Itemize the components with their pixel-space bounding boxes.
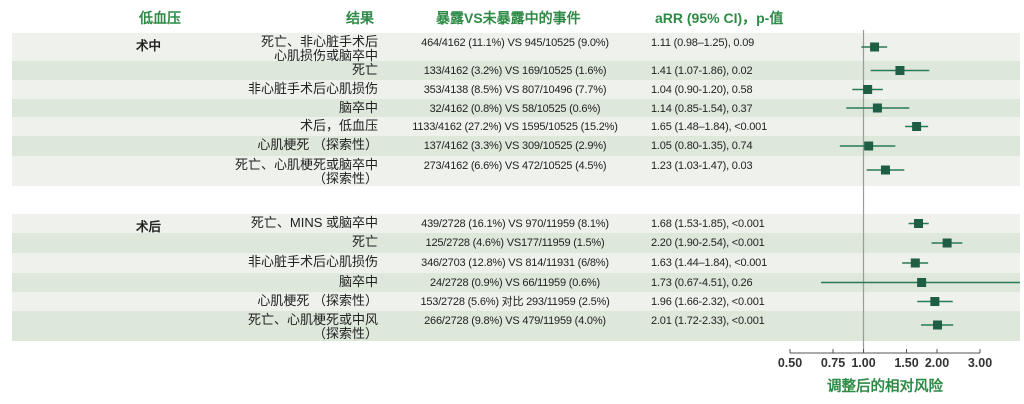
table-row	[12, 233, 1020, 253]
arr-value: 1.63 (1.44–1.84), <0.001	[651, 257, 767, 269]
table-row	[12, 99, 1020, 117]
header-outcome: 结果	[346, 10, 374, 26]
outcome-label: 死亡	[158, 63, 378, 77]
outcome-label: 心肌梗死 （探索性）	[158, 294, 378, 308]
x-axis-label: 调整后的相对风险	[827, 377, 943, 395]
arr-value: 1.68 (1.53-1.85), <0.001	[651, 218, 765, 230]
x-tick-label: 3.00	[968, 356, 992, 370]
outcome-line: 非心脏手术后心肌损伤	[247, 254, 378, 269]
table-row	[12, 156, 1020, 186]
table-row	[12, 214, 1020, 233]
outcome-label: 脑卒中	[158, 275, 378, 289]
outcome-label: 非心脏手术后心肌损伤	[158, 82, 378, 96]
table-row	[12, 117, 1020, 136]
event-counts: 153/2728 (5.6%) 对比 293/11959 (2.5%)	[420, 296, 610, 308]
table-row	[12, 273, 1020, 292]
event-counts: 266/2728 (9.8%) VS 479/11959 (4.0%)	[424, 315, 606, 327]
estimate-marker	[880, 165, 890, 175]
estimate-marker	[863, 85, 873, 94]
outcome-line: 死亡、心肌梗死或中风	[247, 312, 378, 327]
arr-value: 1.41 (1.07-1.86), 0.02	[651, 65, 753, 77]
table-row	[12, 136, 1020, 156]
outcome-label: 死亡、心肌梗死或中风 （探索性）	[158, 313, 378, 341]
x-tick-label: 1.50	[894, 356, 918, 370]
arr-value: 1.04 (0.90-1.20), 0.58	[651, 84, 753, 96]
estimate-marker	[872, 103, 882, 113]
table-row	[12, 311, 1020, 341]
outcome-line: 脑卒中	[338, 274, 378, 289]
arr-value: 1.14 (0.85-1.54), 0.37	[651, 103, 753, 115]
x-tick-label: 0.75	[821, 356, 845, 370]
estimate-marker	[933, 320, 943, 330]
outcome-line: 死亡	[351, 62, 378, 77]
event-counts: 439/2728 (16.1%) VS 970/11959 (8.1%)	[421, 218, 609, 230]
event-counts: 137/4162 (3.3%) VS 309/10525 (2.9%)	[423, 140, 607, 152]
table-row	[12, 80, 1020, 99]
arr-value: 1.11 (0.98–1.25), 0.09	[651, 37, 755, 49]
event-counts: 133/4162 (3.2%) VS 169/10525 (1.6%)	[423, 65, 607, 77]
outcome-line: 死亡、心肌梗死或脑卒中	[234, 157, 378, 172]
header-counts: 暴露VS未暴露中的事件	[436, 10, 581, 26]
event-counts: 273/4162 (6.6%) VS 472/10525 (4.5%)	[423, 160, 607, 172]
group-label: 术后	[136, 220, 162, 234]
table-row	[12, 33, 1020, 61]
estimate-marker	[912, 122, 922, 131]
arr-value: 2.20 (1.90-2.54), <0.001	[651, 237, 765, 249]
outcome-label: 术后，低血压	[158, 119, 378, 133]
outcome-line: 死亡、非心脏手术后	[260, 34, 378, 49]
estimate-marker	[870, 42, 880, 52]
table-row	[12, 292, 1020, 311]
arr-value: 1.65 (1.48–1.84), <0.001	[651, 121, 767, 133]
outcome-label: 心肌梗死 （探索性）	[158, 138, 378, 152]
arr-value: 1.73 (0.67-4.51), 0.26	[651, 277, 753, 289]
estimate-marker	[917, 278, 927, 287]
outcome-line: 心肌损伤或脑卒中	[273, 48, 378, 63]
outcome-line: 术后，低血压	[299, 118, 378, 133]
event-counts: 32/4162 (0.8%) VS 58/10525 (0.6%)	[429, 103, 601, 115]
x-tick-label: 1.00	[851, 356, 875, 370]
outcome-label: 非心脏手术后心肌损伤	[158, 255, 378, 269]
outcome-line: 心肌梗死 （探索性）	[257, 137, 378, 152]
event-counts: 24/2728 (0.9%) VS 66/11959 (0.6%)	[430, 277, 600, 289]
event-counts: 346/2703 (12.8%) VS 814/11931 (6/8%)	[421, 257, 609, 269]
outcome-label: 死亡	[158, 235, 378, 249]
x-tick-label: 0.50	[778, 356, 802, 370]
header-group: 低血压	[139, 10, 181, 26]
outcome-line: 死亡	[351, 234, 378, 249]
event-counts: 1133/4162 (27.2%) VS 1595/10525 (15.2%)	[412, 121, 618, 133]
outcome-line: 心肌梗死 （探索性）	[257, 293, 378, 308]
arr-value: 1.05 (0.80-1.35), 0.74	[651, 140, 753, 152]
estimate-marker	[910, 258, 920, 268]
event-counts: 464/4162 (11.1%) VS 945/10525 (9.0%)	[421, 37, 609, 49]
table-row	[12, 253, 1020, 273]
outcome-line: 死亡、MINS 或脑卒中	[250, 215, 378, 230]
estimate-marker	[895, 66, 905, 75]
event-counts: 125/2728 (4.6%) VS177/11959 (1.5%)	[425, 237, 605, 249]
estimate-marker	[942, 238, 952, 248]
outcome-label: 死亡、心肌梗死或脑卒中 （探索性）	[158, 158, 378, 186]
arr-value: 2.01 (1.72-2.33), <0.001	[651, 315, 765, 327]
outcome-line: 脑卒中	[338, 100, 378, 115]
arr-value: 1.23 (1.03-1.47), 0.03	[651, 160, 753, 172]
outcome-line: （探索性）	[312, 171, 378, 186]
x-tick-label: 2.00	[925, 356, 949, 370]
outcome-label: 死亡、非心脏手术后 心肌损伤或脑卒中	[158, 35, 378, 63]
estimate-marker	[864, 141, 874, 151]
outcome-label: 死亡、MINS 或脑卒中	[158, 216, 378, 230]
estimate-marker	[930, 297, 940, 306]
table-row	[12, 61, 1020, 80]
header-arr: aRR (95% CI)，p-值	[655, 10, 784, 26]
outcome-line: 非心脏手术后心肌损伤	[247, 81, 378, 96]
outcome-label: 脑卒中	[158, 101, 378, 115]
outcome-line: （探索性）	[312, 326, 378, 341]
event-counts: 353/4138 (8.5%) VS 807/10496 (7.7%)	[423, 84, 607, 96]
group-label: 术中	[136, 39, 162, 53]
arr-value: 1.96 (1.66-2.32), <0.001	[651, 296, 765, 308]
estimate-marker	[914, 219, 924, 228]
